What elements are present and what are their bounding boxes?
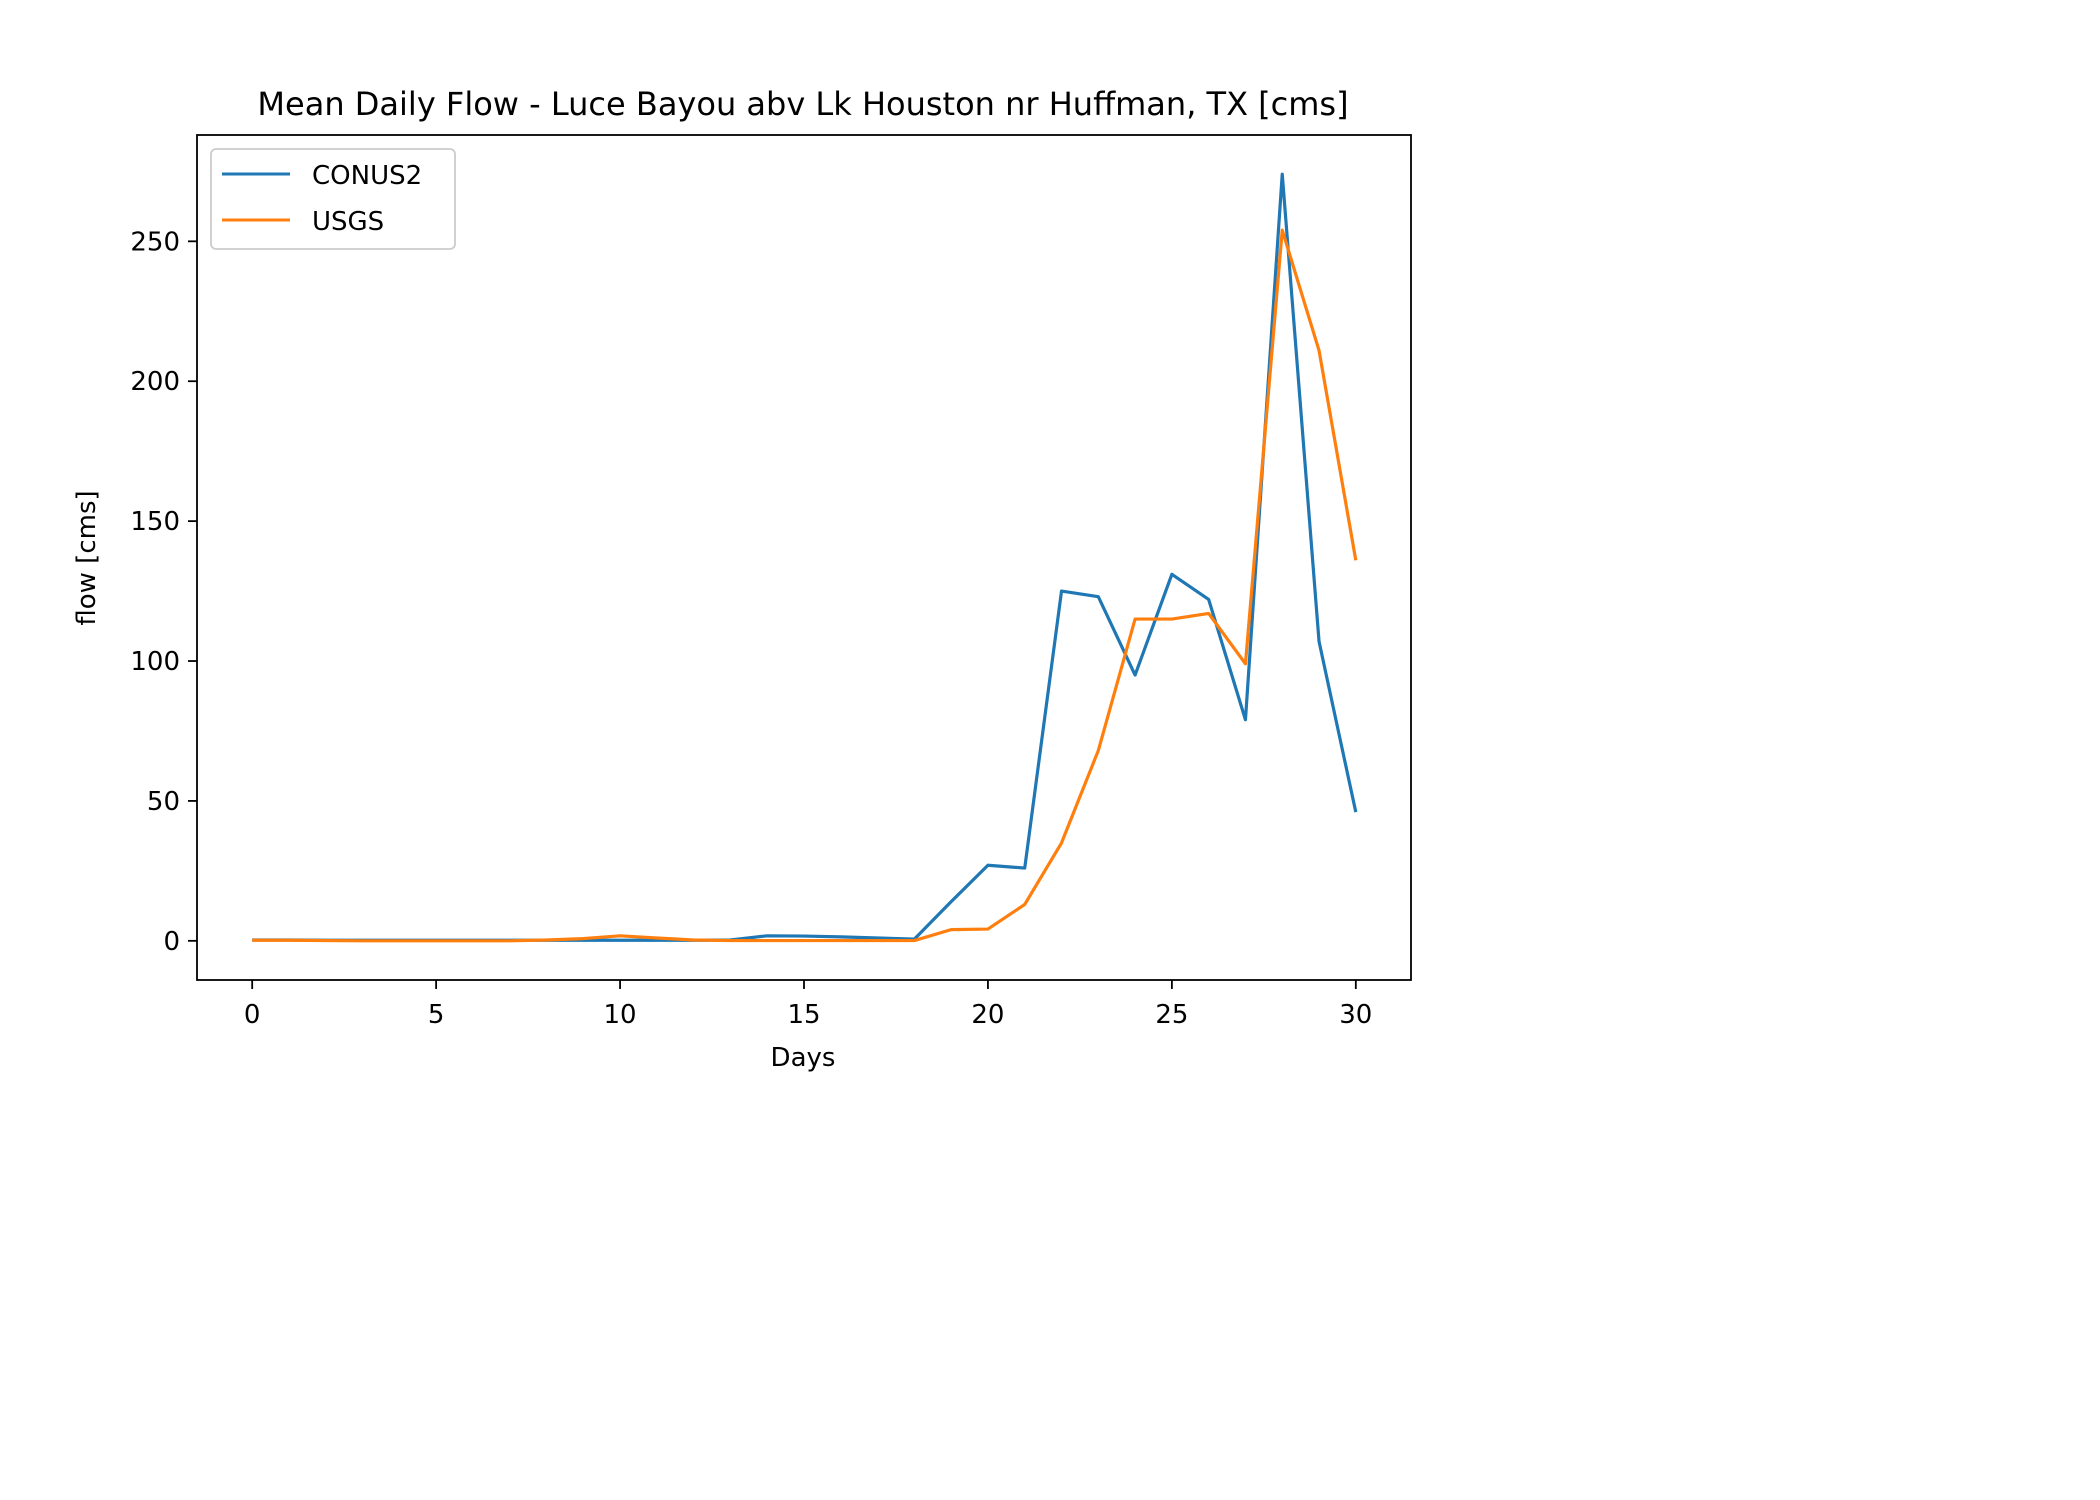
x-tick-label: 30 [1339, 1000, 1372, 1030]
legend-label-usgs: USGS [312, 207, 384, 237]
x-tick-label: 20 [971, 1000, 1004, 1030]
series-line-usgs [252, 228, 1358, 943]
series-layer [252, 172, 1358, 943]
x-tick-label: 0 [244, 1000, 261, 1030]
x-tick-label: 15 [787, 1000, 820, 1030]
axes-layer: 0 5 10 15 20 25 30 0 50 100 150 200 250 [130, 227, 1372, 1030]
y-tick-label: 50 [147, 787, 180, 817]
line-chart: Mean Daily Flow - Luce Bayou abv Lk Hous… [72, 85, 1412, 1073]
y-tick-label: 200 [130, 367, 180, 397]
y-tick-label: 100 [130, 647, 180, 677]
y-tick-label: 250 [130, 227, 180, 257]
chart: Mean Daily Flow - Luce Bayou abv Lk Hous… [72, 85, 1412, 1073]
legend-label-conus2: CONUS2 [312, 161, 422, 191]
y-axis-label: flow [cms] [72, 490, 102, 625]
y-tick-label: 150 [130, 507, 180, 537]
y-tick-label: 0 [163, 927, 180, 957]
chart-title: Mean Daily Flow - Luce Bayou abv Lk Hous… [257, 85, 1348, 123]
x-tick-label: 5 [428, 1000, 445, 1030]
x-tick-label: 25 [1155, 1000, 1188, 1030]
plot-frame [196, 134, 1412, 981]
x-axis-label: Days [771, 1043, 836, 1073]
x-tick-label: 10 [604, 1000, 637, 1030]
legend: CONUS2 USGS [210, 148, 456, 250]
